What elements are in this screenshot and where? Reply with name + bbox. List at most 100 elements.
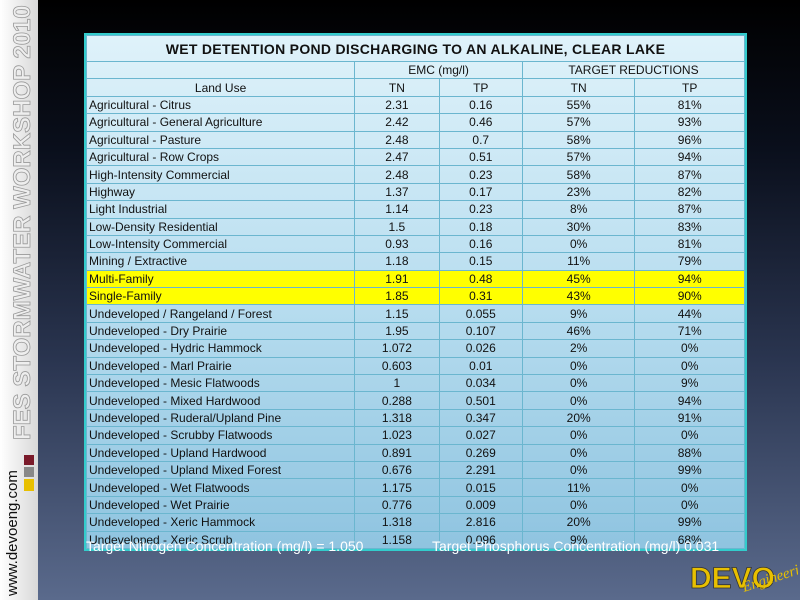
table-row: High-Intensity Commercial 2.48 0.23 58% 87% (85, 165, 745, 184)
group-header: EMC (mg/l) (354, 60, 523, 80)
table-row: Undeveloped - Hydric Hammock 1.072 0.026 2%… (85, 339, 745, 358)
table-row: Undeveloped - Xeric Hammock 1.318 2.816 20%… (85, 513, 745, 532)
table-row: Highway 1.37 0.17 23% 82% (85, 182, 745, 202)
value-cell: 0.16 (438, 95, 523, 115)
value-cell: 94% (634, 391, 745, 410)
value-cell: 2.42 (354, 113, 440, 132)
value-cell: 57% (521, 113, 636, 132)
value-cell: 0.01 (438, 356, 523, 376)
land-use-cell: High-Intensity Commercial (85, 165, 356, 184)
footer-phosphorus: Target Phosphorus Concentration (mg/l) 0… (432, 538, 720, 554)
value-cell: 79% (634, 252, 745, 271)
value-cell: 1.15 (354, 304, 440, 323)
table-row: Multi-Family 1.91 0.48 45% 94% (85, 269, 745, 289)
land-use-cell: Undeveloped - Wet Prairie (85, 495, 356, 515)
land-use-cell: Agricultural - Pasture (85, 130, 356, 149)
value-cell: 2.31 (354, 95, 440, 115)
value-cell: 0% (521, 391, 636, 410)
value-cell: 0.501 (438, 391, 523, 410)
value-cell: 99% (634, 513, 745, 532)
table-row: Undeveloped - Upland Hardwood 0.891 0.269 0… (85, 443, 745, 462)
value-cell: 0.347 (438, 408, 523, 428)
land-use-cell: Undeveloped - Dry Prairie (85, 321, 356, 341)
value-cell: 0% (634, 495, 745, 515)
value-cell: 0% (521, 374, 636, 393)
value-cell: 1.318 (354, 513, 440, 532)
land-use-cell: Undeveloped - Wet Flatwoods (85, 478, 356, 497)
sidebar-bg (0, 0, 38, 600)
value-cell: 0.18 (438, 217, 523, 236)
value-cell: 0.23 (438, 200, 523, 219)
value-cell: 1.158 (354, 530, 440, 549)
table: WET DETENTION POND DISCHARGING TO AN ALK… (85, 35, 746, 549)
value-cell: 94% (634, 147, 745, 167)
table-row: Low-Density Residential 1.5 0.18 30% 83% (85, 217, 745, 236)
sidebar-url: www.devoeng.com (4, 470, 21, 597)
value-cell: 93% (634, 113, 745, 132)
value-cell: 11% (521, 478, 636, 497)
footer-nitrogen: Target Nitrogen Concentration (mg/l) = 1… (86, 538, 364, 554)
value-cell: 58% (521, 130, 636, 149)
value-cell: 2.48 (354, 130, 440, 149)
value-cell: 1.318 (354, 408, 440, 428)
table-frame: WET DETENTION POND DISCHARGING TO AN ALK… (84, 33, 747, 551)
value-cell: 88% (634, 443, 745, 462)
value-cell: 1.072 (354, 339, 440, 358)
table-row: Undeveloped - Dry Prairie 1.95 0.107 46% 71% (85, 321, 745, 341)
land-use-cell: Undeveloped - Upland Mixed Forest (85, 460, 356, 480)
value-cell: 1.14 (354, 200, 440, 219)
value-cell: 0.7 (438, 130, 523, 149)
value-cell: 2.816 (438, 513, 523, 532)
value-cell: 55% (521, 95, 636, 115)
table-row: Undeveloped / Rangeland / Forest 1.15 0.05… (85, 304, 745, 323)
value-cell: 82% (634, 182, 745, 202)
land-use-cell: Undeveloped - Mixed Hardwood (85, 391, 356, 410)
value-cell: 0.015 (438, 478, 523, 497)
value-cell: 0% (634, 478, 745, 497)
column-header: TN (354, 78, 440, 97)
value-cell: 1.175 (354, 478, 440, 497)
table-row: Undeveloped - Wet Prairie 0.776 0.009 0% 0% (85, 495, 745, 515)
value-cell: 0.288 (354, 391, 440, 410)
value-cell: 20% (521, 513, 636, 532)
value-cell: 1.37 (354, 182, 440, 202)
land-use-cell: Undeveloped - Xeric Hammock (85, 513, 356, 532)
group-header: TARGET REDUCTIONS (521, 60, 746, 80)
value-cell: 0.46 (438, 113, 523, 132)
value-cell: 9% (634, 374, 745, 393)
value-cell: 1.85 (354, 287, 440, 306)
value-cell: 2.291 (438, 460, 523, 480)
value-cell: 0.776 (354, 495, 440, 515)
value-cell: 94% (634, 269, 745, 289)
table-row: Undeveloped - Ruderal/Upland Pine 1.318 0.… (85, 408, 745, 428)
column-header: TP (634, 78, 745, 97)
value-cell: 2.48 (354, 165, 440, 184)
table-row: Agricultural - Citrus 2.31 0.16 55% 81% (85, 95, 745, 115)
land-use-cell: Undeveloped - Hydric Hammock (85, 339, 356, 358)
value-cell: 43% (521, 287, 636, 306)
value-cell: 87% (634, 200, 745, 219)
land-use-cell: Low-Density Residential (85, 217, 356, 236)
land-use-cell: Undeveloped / Rangeland / Forest (85, 304, 356, 323)
value-cell: 0% (521, 234, 636, 254)
value-cell: 99% (634, 460, 745, 480)
land-use-cell: Undeveloped - Scrubby Flatwoods (85, 426, 356, 445)
value-cell: 0.15 (438, 252, 523, 271)
sidebar-title: FES STORMWATER WORKSHOP 2010 (9, 5, 36, 440)
value-cell: 90% (634, 287, 745, 306)
column-header: TN (521, 78, 636, 97)
value-cell: 0.676 (354, 460, 440, 480)
land-use-cell: Undeveloped - Mesic Flatwoods (85, 374, 356, 393)
value-cell: 20% (521, 408, 636, 428)
value-cell: 0.009 (438, 495, 523, 515)
land-use-cell: Highway (85, 182, 356, 202)
value-cell: 0.603 (354, 356, 440, 376)
square (24, 479, 34, 491)
column-header: TP (438, 78, 523, 97)
land-use-cell: Single-Family (85, 287, 356, 306)
value-cell: 87% (634, 165, 745, 184)
land-use-cell: Agricultural - Citrus (85, 95, 356, 115)
table-row: Mining / Extractive 1.18 0.15 11% 79% (85, 252, 745, 271)
land-use-cell: Light Industrial (85, 200, 356, 219)
